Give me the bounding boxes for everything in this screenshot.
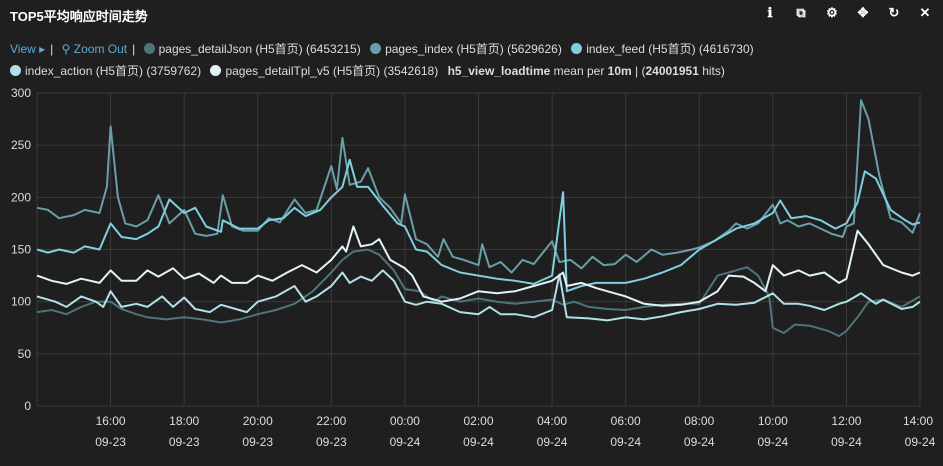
- series-line: [36, 158, 921, 293]
- gear-icon[interactable]: ⚙: [826, 5, 838, 20]
- series-line: [36, 248, 921, 338]
- series-line: [36, 225, 921, 307]
- x-tick-time: 16:00: [96, 414, 126, 428]
- x-tick-time: 18:00: [169, 414, 199, 428]
- x-tick-date: 09-24: [610, 435, 641, 449]
- query-separator: | (: [631, 64, 646, 78]
- view-menu[interactable]: View ▸: [10, 42, 46, 56]
- x-tick-time: 08:00: [684, 414, 714, 428]
- x-tick-time: 22:00: [316, 414, 346, 428]
- legend-item[interactable]: pages_detailJson (H5首页) (6453215): [143, 42, 361, 56]
- y-tick-label: 100: [11, 295, 31, 309]
- x-tick-date: 09-24: [463, 435, 494, 449]
- panel-toolbar: ℹ ⧉ ⚙ ✥ ↻ ✕: [762, 5, 933, 21]
- legend-label: pages_detailTpl_v5 (H5首页) (3542618): [225, 64, 439, 78]
- divider: |: [50, 42, 54, 56]
- y-tick-label: 250: [11, 138, 31, 152]
- series-line: [36, 99, 921, 274]
- query-hits: 24001951: [645, 64, 699, 78]
- x-tick-time: 06:00: [611, 414, 641, 428]
- x-tick-time: 12:00: [831, 414, 861, 428]
- x-tick-time: 14:00: [903, 414, 933, 428]
- x-tick-date: 09-24: [905, 435, 936, 449]
- x-tick-date: 09-24: [831, 435, 862, 449]
- duplicate-icon[interactable]: ⧉: [796, 5, 806, 20]
- y-tick-label: 200: [11, 190, 31, 204]
- x-tick-date: 09-24: [684, 435, 715, 449]
- x-tick-time: 20:00: [243, 414, 273, 428]
- x-tick-date: 09-23: [316, 435, 347, 449]
- x-tick-time: 02:00: [463, 414, 493, 428]
- series-color-dot: [143, 43, 155, 54]
- series-color-dot: [370, 43, 382, 54]
- query-mean: mean per: [550, 64, 608, 78]
- y-tick-label: 150: [11, 243, 31, 257]
- query-hits-label: hits): [698, 64, 725, 78]
- legend-item[interactable]: pages_index (H5首页) (5629626): [370, 42, 562, 56]
- close-icon[interactable]: ✕: [919, 5, 931, 20]
- move-icon[interactable]: ✥: [857, 5, 869, 20]
- refresh-icon[interactable]: ↻: [888, 5, 900, 20]
- x-tick-date: 09-23: [169, 435, 200, 449]
- legend: View ▸ | ⚲ Zoom Out | pages_detailJson (H5…: [10, 38, 930, 82]
- query-field: h5_view_loadtime: [447, 64, 551, 78]
- x-tick-date: 09-23: [242, 435, 273, 449]
- x-tick-date: 09-24: [390, 435, 421, 449]
- legend-label: pages_detailJson (H5首页) (6453215): [158, 42, 361, 56]
- zoom-out-button[interactable]: ⚲ Zoom Out: [62, 42, 128, 56]
- divider: |: [132, 42, 136, 56]
- series-color-dot: [210, 65, 222, 76]
- legend-label: index_feed (H5首页) (4616730): [586, 42, 754, 56]
- query-interval: 10m: [607, 64, 632, 78]
- legend-item[interactable]: index_feed (H5首页) (4616730): [571, 42, 754, 56]
- x-tick-date: 09-24: [537, 435, 568, 449]
- series-color-dot: [10, 65, 21, 76]
- panel-title: TOP5平均响应时间走势: [10, 9, 148, 24]
- legend-item[interactable]: index_action (H5首页) (3759762): [10, 64, 201, 78]
- zoom-out-label: Zoom Out: [73, 42, 128, 56]
- x-tick-date: 09-23: [95, 435, 126, 449]
- info-icon[interactable]: ℹ: [767, 5, 773, 20]
- x-tick-time: 10:00: [758, 414, 788, 428]
- y-tick-label: 300: [11, 86, 31, 100]
- y-tick-label: 50: [18, 347, 32, 361]
- legend-label: pages_index (H5首页) (5629626): [385, 42, 562, 56]
- x-tick-date: 09-24: [757, 435, 788, 449]
- legend-label: index_action (H5首页) (3759762): [25, 64, 202, 78]
- y-tick-label: 0: [24, 399, 31, 413]
- x-tick-time: 04:00: [537, 414, 567, 428]
- x-tick-time: 00:00: [390, 414, 420, 428]
- search-icon: ⚲: [61, 42, 71, 56]
- series-color-dot: [571, 43, 583, 54]
- series-line: [36, 269, 921, 322]
- query-summary: h5_view_loadtime mean per 10m | (2400195…: [448, 64, 725, 78]
- legend-item[interactable]: pages_detailTpl_v5 (H5首页) (3542618): [210, 64, 438, 78]
